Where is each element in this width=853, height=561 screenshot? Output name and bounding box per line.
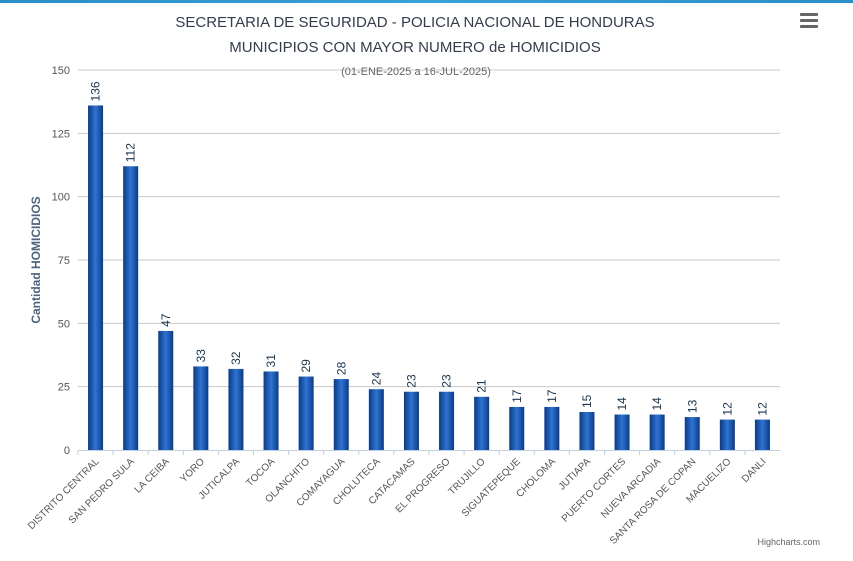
y-tick-label: 125 [52,128,70,140]
data-label: 28 [334,361,348,375]
bar[interactable] [509,406,525,450]
bar[interactable] [333,379,349,450]
bar[interactable] [228,368,244,450]
data-label: 14 [650,397,664,411]
y-tick-label: 150 [52,65,70,77]
bar[interactable] [719,419,735,450]
x-tick-label: PUERTO CORTES [560,456,629,525]
bar[interactable] [439,391,455,450]
bar[interactable] [544,406,560,450]
data-label: 32 [229,351,243,365]
x-tick-label: LA CEIBA [133,456,172,495]
bar[interactable] [474,396,490,450]
bar[interactable] [579,412,595,450]
bar[interactable] [754,419,770,450]
bar[interactable] [298,376,314,450]
bar[interactable] [684,417,700,450]
top-accent-bar [0,0,853,3]
data-label: 13 [685,399,699,413]
data-label: 31 [264,354,278,368]
chart-context-menu-button[interactable] [800,13,818,29]
data-label: 112 [124,143,138,162]
y-tick-label: 100 [52,192,70,204]
data-label: 12 [720,402,734,416]
data-label: 17 [545,389,559,403]
bar[interactable] [263,371,279,450]
data-label: 29 [299,359,313,373]
credits-link[interactable]: Highcharts.com [757,537,820,547]
x-tick-label: JUTIAPA [557,456,594,493]
bar[interactable] [403,391,419,450]
bar[interactable] [614,414,630,450]
bar[interactable] [88,105,104,450]
x-tick-label: YORO [178,456,207,485]
data-label: 23 [404,374,418,388]
bar[interactable] [368,389,384,450]
data-label: 136 [89,81,103,101]
bar[interactable] [193,366,209,450]
data-label: 14 [615,397,629,411]
bar[interactable] [649,414,665,450]
data-label: 15 [580,394,594,408]
chart-title: SECRETARIA DE SEGURIDAD - POLICIA NACION… [175,14,654,31]
chart-subtitle: (01-ENE-2025 a 16-JUL-2025) [341,66,491,78]
x-tick-label: SIGUATEPEQUE [460,456,523,519]
x-tick-label: NUEVA ARCADIA [599,456,663,520]
y-tick-label: 25 [58,382,70,394]
data-label: 24 [369,372,383,386]
data-label: 33 [194,349,208,363]
bar[interactable] [123,166,139,450]
y-tick-label: 50 [58,318,70,330]
data-label: 23 [440,374,454,388]
bar[interactable] [158,330,174,450]
x-tick-label: SAN PEDRO SULA [67,456,137,526]
data-label: 17 [510,389,524,403]
data-label: 21 [475,379,489,393]
y-tick-label: 0 [64,445,70,457]
data-label: 12 [755,402,769,416]
x-tick-label: DANLI [740,456,769,485]
x-tick-label: TOCOA [244,456,277,489]
chart-title-line2: MUNICIPIOS CON MAYOR NUMERO de HOMICIDIO… [229,39,600,56]
y-tick-label: 75 [58,255,70,267]
data-label: 47 [159,313,173,327]
y-axis-title: Cantidad HOMICIDIOS [29,196,43,323]
